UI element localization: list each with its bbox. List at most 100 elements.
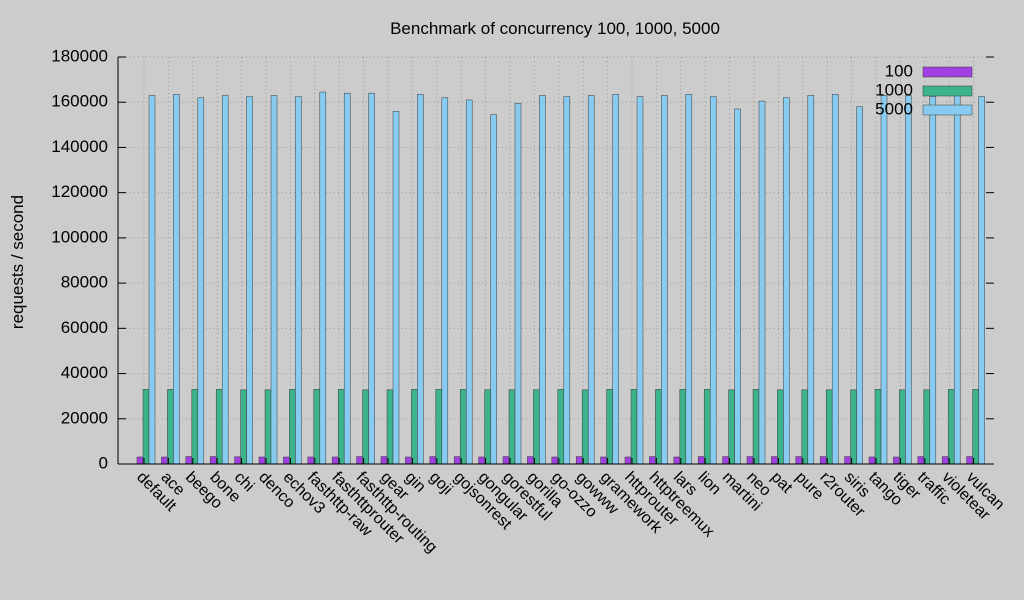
bar-gramework-100	[600, 456, 607, 465]
bar-tiger-1000	[899, 389, 906, 465]
bar-denco-5000	[270, 95, 278, 465]
bar-gin-1000	[411, 389, 418, 465]
bar-martini-100	[722, 456, 729, 465]
bar-traffic-100	[917, 456, 925, 465]
bar-lars-100	[673, 456, 681, 465]
bar-neo-100	[746, 456, 754, 465]
y-tick-label: 180000	[51, 46, 108, 65]
bar-denco-1000	[264, 389, 272, 465]
bar-bone-1000	[215, 389, 223, 465]
bar-gowww-1000	[581, 389, 589, 465]
bar-martini-5000	[734, 108, 741, 465]
x-tick-labels: defaultacebeegobonechidencoechov3fasthtt…	[133, 469, 1007, 556]
bar-beego-5000	[197, 97, 205, 465]
bar-gin-100	[405, 456, 412, 465]
bar-httprouter-1000	[630, 389, 638, 465]
bar-fasthttp-raw-1000	[313, 389, 321, 465]
bar-bone-5000	[221, 95, 229, 465]
bar-pat-100	[771, 456, 778, 465]
bar-gear-100	[380, 456, 388, 465]
bar-siris-100	[844, 456, 851, 465]
bar-fasthttp-raw-5000	[319, 91, 327, 465]
legend-swatch-100	[922, 66, 973, 78]
bar-fasthttprouter-5000	[343, 92, 351, 465]
y-tick-label: 160000	[51, 92, 108, 111]
bar-gorestful-1000	[508, 389, 516, 465]
bar-neo-5000	[758, 100, 766, 465]
bar-default-100	[136, 456, 144, 465]
bar-pure-1000	[801, 389, 809, 465]
bar-go-ozzo-100	[551, 456, 559, 465]
bar-fasthttp-routing-1000	[362, 389, 369, 465]
bar-gojsonrest-100	[453, 456, 461, 465]
bar-gojsonrest-1000	[459, 389, 467, 465]
bar-gorestful-5000	[514, 103, 522, 465]
bar-lion-1000	[703, 389, 711, 465]
y-tick-label: 140000	[51, 137, 108, 156]
y-tick-label: 120000	[51, 182, 108, 201]
bar-ace-100	[161, 456, 168, 465]
bar-traffic-1000	[923, 389, 931, 465]
bar-siris-5000	[856, 106, 863, 465]
bar-gorilla-100	[527, 456, 534, 465]
legend-swatch-5000	[922, 104, 973, 116]
bar-pat-1000	[777, 389, 784, 465]
bar-goji-5000	[441, 97, 449, 465]
bar-denco-100	[258, 456, 266, 465]
legend-label-100: 100	[885, 61, 913, 80]
y-tick-labels: 0 20000 40000 60000 80000 100000 120000 140000 1…	[51, 46, 108, 472]
bar-httptreemux-1000	[655, 389, 662, 465]
bar-vulcan-1000	[972, 389, 979, 465]
bar-gramework-1000	[606, 389, 613, 465]
bar-martini-1000	[728, 389, 735, 465]
bar-gin-5000	[417, 94, 424, 465]
bar-gear-5000	[392, 111, 400, 465]
bar-httprouter-100	[624, 456, 632, 465]
bar-beego-100	[185, 456, 193, 465]
bar-r2router-1000	[825, 389, 833, 465]
y-tick-label: 20000	[61, 408, 108, 427]
bar-pure-5000	[807, 95, 815, 465]
bar-pat-5000	[783, 97, 790, 465]
bar-vulcan-100	[966, 456, 973, 465]
bar-httptreemux-100	[649, 456, 656, 465]
bar-go-ozzo-5000	[563, 96, 571, 465]
legend-swatch-1000	[922, 85, 973, 97]
bar-chi-100	[234, 456, 241, 465]
bar-httptreemux-5000	[661, 95, 668, 465]
bar-violetear-1000	[947, 389, 955, 465]
bar-fasthttp-routing-100	[356, 456, 363, 465]
bar-r2router-100	[819, 456, 827, 465]
y-tick-label: 80000	[61, 273, 108, 292]
bar-gorilla-1000	[533, 389, 540, 465]
bar-traffic-5000	[929, 96, 937, 465]
bar-gojsonrest-5000	[465, 99, 473, 465]
bar-tiger-100	[893, 456, 900, 465]
y-tick-label: 40000	[61, 363, 108, 382]
x-tick-label: lion	[694, 469, 724, 499]
bar-gramework-5000	[612, 94, 619, 465]
bar-gorilla-5000	[539, 95, 546, 465]
bar-gongular-5000	[490, 114, 497, 465]
y-tick-label: 60000	[61, 318, 108, 337]
bar-fasthttprouter-100	[331, 456, 339, 465]
y-tick-label: 100000	[51, 227, 108, 246]
legend-label-1000: 1000	[875, 80, 913, 99]
bar-gowww-100	[575, 456, 583, 465]
bar-gear-1000	[386, 389, 394, 465]
bar-beego-1000	[191, 389, 199, 465]
bar-ace-5000	[173, 94, 180, 465]
axes-layer	[117, 56, 994, 465]
x-tick-label: pat	[768, 469, 796, 497]
chart-title: Benchmark of concurrency 100, 1000, 5000	[390, 19, 720, 38]
bar-gorestful-100	[502, 456, 510, 465]
bar-lion-5000	[709, 96, 717, 465]
bar-goji-100	[429, 456, 437, 465]
y-axis-label: requests / second	[8, 195, 27, 329]
bar-neo-1000	[752, 389, 760, 465]
y-tick-label: 0	[99, 453, 108, 472]
bar-default-5000	[148, 95, 156, 465]
bar-tango-1000	[874, 389, 882, 465]
